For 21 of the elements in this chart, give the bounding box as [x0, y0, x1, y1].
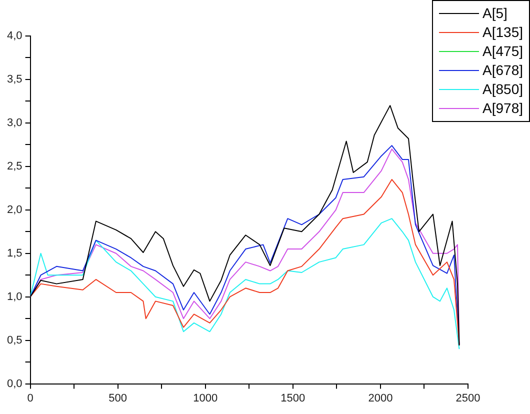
y-tick-label: 3,0: [6, 116, 22, 129]
x-tick-label: 2000: [368, 392, 393, 404]
y-tick-label: 1,0: [6, 290, 22, 303]
y-tick-label: 0,5: [6, 334, 22, 346]
y-tick-label: 0,0: [6, 378, 22, 390]
y-tick-label: 2,5: [6, 160, 22, 172]
y-tick-label: 3,5: [6, 74, 22, 86]
x-tick-label: 1500: [280, 392, 306, 404]
legend-label: A[475]: [482, 42, 523, 61]
legend-label: A[5]: [482, 4, 508, 23]
y-tick-label: 2,0: [6, 204, 22, 216]
legend-label: A[135]: [482, 23, 523, 42]
x-tick-label: 2500: [456, 392, 480, 404]
x-tick-label: 500: [108, 392, 128, 404]
legend-label: A[678]: [482, 61, 523, 80]
x-tick-label: 0: [27, 392, 34, 404]
legend-label: A[978]: [482, 99, 523, 118]
legend-label: A[850]: [482, 80, 523, 99]
x-tick-label: 1000: [193, 392, 218, 404]
y-tick-label: 1,5: [6, 247, 22, 260]
y-tick-label: 4,0: [6, 30, 22, 42]
